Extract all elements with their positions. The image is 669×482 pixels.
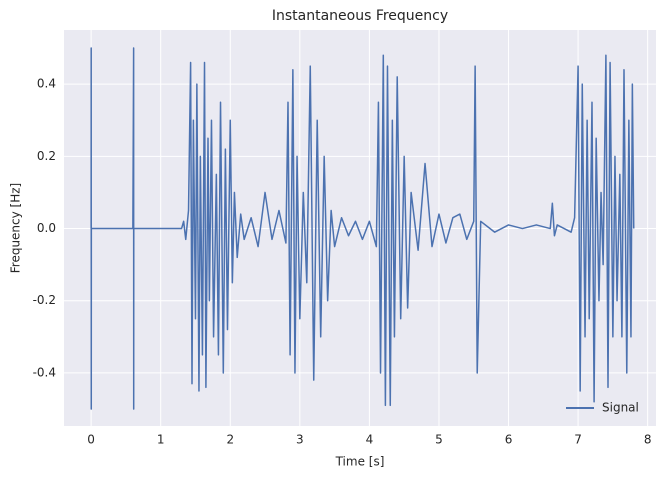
y-tick-label: -0.4 [33, 365, 56, 379]
x-axis-label: Time [s] [335, 455, 385, 469]
x-tick-label: 7 [574, 433, 582, 447]
y-tick-label: 0.2 [37, 149, 56, 163]
chart-title: Instantaneous Frequency [272, 8, 448, 24]
x-tick-label: 6 [505, 433, 513, 447]
y-axis-label: Frequency [Hz] [9, 183, 23, 274]
x-tick-label: 5 [435, 433, 443, 447]
signal-line [90, 47, 635, 410]
legend-label: Signal [602, 401, 639, 415]
x-tick-label: 2 [226, 433, 234, 447]
x-tick-label: 8 [644, 433, 652, 447]
x-tick-label: 1 [157, 433, 165, 447]
x-tick-label: 3 [296, 433, 304, 447]
x-tick-label: 0 [87, 433, 95, 447]
y-tick-label: -0.2 [33, 293, 56, 307]
y-tick-label: 0.4 [37, 77, 56, 91]
y-tick-label: 0.0 [37, 221, 56, 235]
x-tick-label: 4 [366, 433, 374, 447]
